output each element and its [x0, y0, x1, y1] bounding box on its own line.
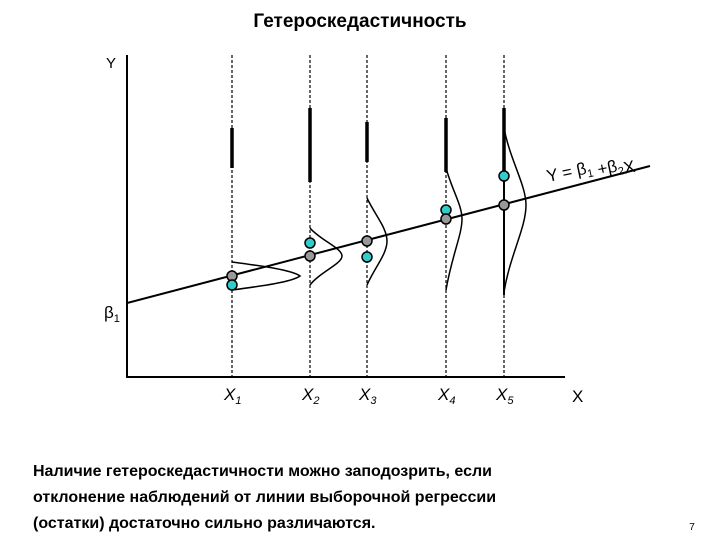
caption: Наличие гетероскедастичности можно запод… [33, 463, 496, 532]
regression-line [126, 165, 651, 304]
x-label: X4 [437, 385, 455, 407]
label-sub: 1 [235, 395, 241, 407]
label-base: X [495, 385, 508, 404]
label-base: X [223, 385, 236, 404]
label-sub: 2 [617, 165, 625, 178]
label-sub: 1 [114, 313, 120, 325]
page-number: 7 [689, 522, 695, 533]
y-axis-label: Y [106, 55, 116, 72]
x-label: X3 [358, 385, 377, 407]
label-sub: 5 [507, 395, 514, 407]
x-labels: X1 X2 X3 X4 X5 [223, 385, 514, 407]
label-base: Y = β [545, 159, 588, 186]
x-axis-label: X [572, 387, 583, 406]
label-sub: 1 [586, 167, 594, 180]
caption-line: (остатки) достаточно сильно различаются. [33, 515, 375, 532]
x-label: X5 [495, 385, 514, 407]
x-label: X2 [301, 385, 319, 407]
x-label: X1 [223, 385, 241, 407]
label-base: X [437, 385, 450, 404]
label-base: X [301, 385, 314, 404]
label-base: X [622, 157, 637, 178]
intercept-label: β1 [104, 303, 120, 325]
label-sub: 3 [370, 395, 377, 407]
label-sub: 4 [449, 395, 455, 407]
axes [126, 55, 565, 378]
label-sub: 2 [312, 395, 319, 407]
label-base: +β [591, 156, 619, 180]
label-base: β [104, 303, 114, 322]
caption-line: Наличие гетероскедастичности можно запод… [33, 463, 492, 480]
label-base: X [358, 385, 371, 404]
equation: Y = β1 +β2X [545, 149, 637, 194]
title: Гетероскедастичность [253, 11, 466, 32]
caption-line: отклонение наблюдений от линии выборочно… [33, 489, 496, 506]
points [226, 170, 510, 291]
distributions [231, 127, 527, 293]
verticals [230, 55, 506, 377]
